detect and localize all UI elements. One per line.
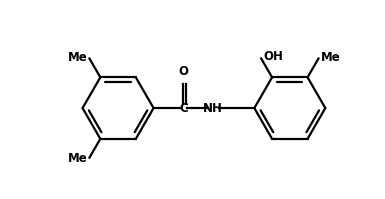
Text: C: C [179, 101, 188, 115]
Text: Me: Me [67, 51, 87, 64]
Text: O: O [178, 65, 188, 78]
Text: Me: Me [67, 152, 87, 165]
Text: OH: OH [263, 50, 283, 63]
Text: NH: NH [203, 101, 223, 115]
Text: Me: Me [321, 51, 340, 64]
